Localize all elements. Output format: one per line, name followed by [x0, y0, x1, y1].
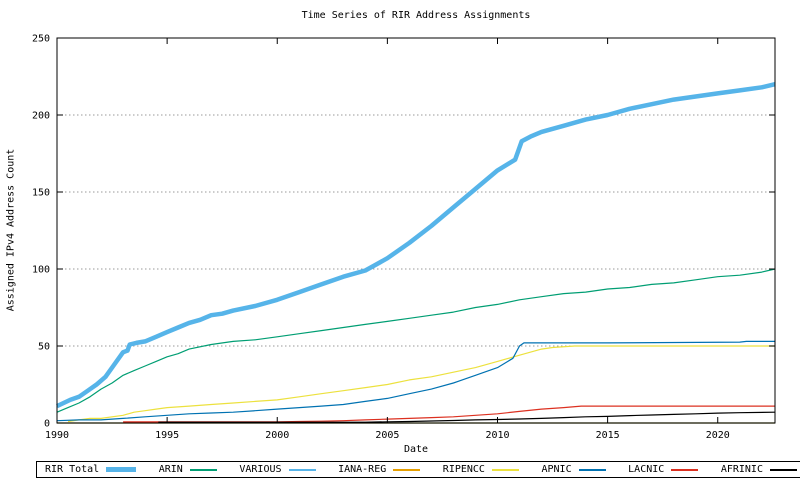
- svg-text:2005: 2005: [375, 430, 399, 441]
- legend-label: AFRINIC: [720, 464, 763, 475]
- svg-text:250: 250: [32, 34, 50, 45]
- afrinic-line-sample: [769, 468, 797, 471]
- various-line-sample: [288, 468, 316, 471]
- legend-item-afrinic: AFRINIC: [721, 464, 797, 475]
- legend-label: RIR Total: [45, 464, 100, 475]
- svg-text:50: 50: [38, 342, 50, 353]
- arin-line-sample: [189, 468, 217, 471]
- svg-text:100: 100: [32, 265, 50, 276]
- legend-label: APNIC: [541, 464, 572, 475]
- legend-item-rir-total: RIR Total: [45, 464, 137, 475]
- legend: RIR Total ARIN VARIOUS IANA-REG RIPENCC …: [36, 461, 800, 478]
- svg-text:2020: 2020: [706, 430, 730, 441]
- legend-label: LACNIC: [628, 464, 665, 475]
- legend-item-various: VARIOUS: [239, 464, 316, 475]
- legend-item-ripencc: RIPENCC: [443, 464, 519, 475]
- svg-text:0: 0: [44, 419, 50, 430]
- legend-item-apnic: APNIC: [542, 464, 606, 475]
- legend-label: VARIOUS: [239, 464, 282, 475]
- svg-text:1995: 1995: [155, 430, 179, 441]
- legend-label: IANA-REG: [338, 464, 387, 475]
- svg-text:2000: 2000: [265, 430, 289, 441]
- x-axis-label: Date: [403, 444, 429, 455]
- iana-reg-line-sample: [393, 468, 421, 471]
- svg-text:2015: 2015: [596, 430, 620, 441]
- legend-label: ARIN: [158, 464, 183, 475]
- ripencc-line-sample: [491, 468, 519, 471]
- svg-text:2010: 2010: [485, 430, 509, 441]
- lacnic-line-sample: [671, 468, 699, 471]
- apnic-line-sample: [578, 468, 606, 471]
- svg-text:150: 150: [32, 188, 50, 199]
- svg-text:200: 200: [32, 111, 50, 122]
- svg-text:1990: 1990: [45, 430, 69, 441]
- chart-title: Time Series of RIR Address Assignments: [301, 10, 531, 21]
- legend-item-iana-reg: IANA-REG: [338, 464, 421, 475]
- legend-item-lacnic: LACNIC: [628, 464, 699, 475]
- legend-item-arin: ARIN: [159, 464, 217, 475]
- legend-label: RIPENCC: [442, 464, 485, 475]
- rir-total-line-sample: [106, 467, 137, 472]
